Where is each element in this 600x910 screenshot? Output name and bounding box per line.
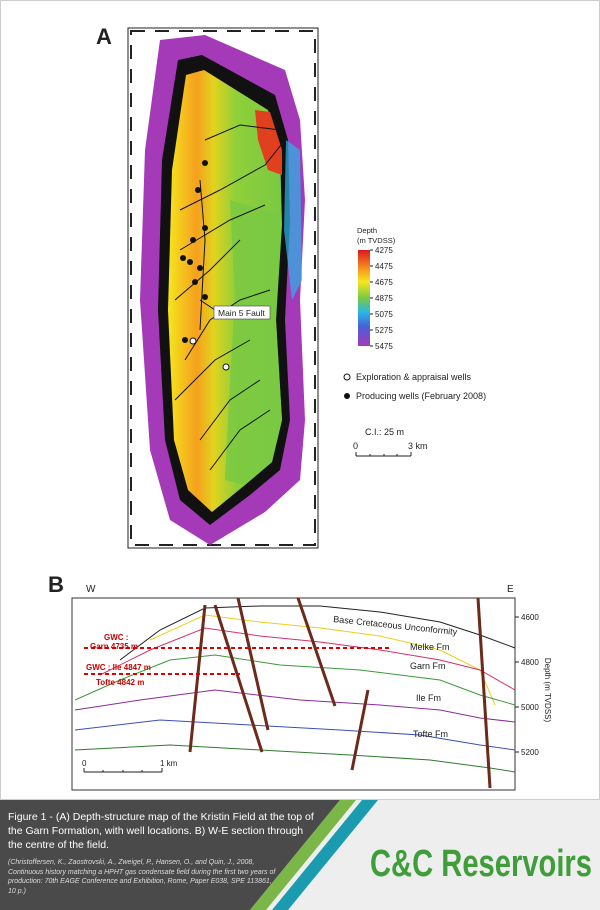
section-faults — [188, 597, 492, 789]
label-box — [213, 305, 271, 320]
tick-label: 4600 — [521, 613, 539, 622]
contour-interval: C.I.: 25 m — [365, 427, 404, 437]
fault-label: Main 5 Fault — [218, 308, 265, 318]
map-crest — [255, 110, 282, 175]
stripe — [272, 800, 378, 910]
tick-label: 5275 — [375, 326, 393, 335]
gwc-label: Tofte 4842 m — [96, 678, 144, 687]
tick-label: 4275 — [375, 246, 393, 255]
citation: (Christoffersen, K., Zaostrovski, A., Zw… — [8, 859, 276, 895]
legend-symbol — [344, 393, 350, 399]
tick-label: 4475 — [375, 262, 393, 271]
legend-title: Depth — [357, 226, 377, 235]
legend-symbol — [343, 373, 351, 381]
map-edge — [284, 140, 302, 300]
tick-label: 4800 — [521, 658, 539, 667]
formation-label: Garn Fm — [410, 661, 446, 671]
scale-bar — [83, 768, 163, 773]
formation-label: Ile Fm — [416, 693, 441, 703]
tick-label: 5475 — [375, 342, 393, 351]
legend-entry: Producing wells (February 2008) — [356, 391, 486, 401]
caption-box — [0, 800, 340, 910]
tick-label: 4875 — [375, 294, 393, 303]
scale-label: 1 km — [160, 759, 178, 768]
scale-label: 0 — [82, 759, 87, 768]
panel-label: A — [96, 24, 112, 49]
formation-label: Melke Fm — [410, 642, 450, 652]
scale-label: 0 — [353, 441, 358, 451]
scale-label: 3 km — [408, 441, 428, 451]
color-bar — [358, 250, 370, 346]
gwc-label: GWC : Ile 4847 m — [86, 663, 151, 672]
tick-label: 5000 — [521, 703, 539, 712]
west-label: W — [86, 584, 96, 595]
tick-label: 4675 — [375, 278, 393, 287]
exploration-wells — [189, 337, 230, 371]
section-frame — [71, 597, 516, 791]
caption: Figure 1 - (A) Depth-structure map of th… — [8, 811, 314, 851]
stripe — [250, 800, 356, 910]
faults — [174, 124, 286, 471]
gwc-label: Garn 4735 m — [90, 642, 138, 651]
producing-wells — [180, 160, 208, 343]
tick-label: 5200 — [521, 748, 539, 757]
logo: C&C Reservoirs — [370, 843, 592, 885]
panel-label: B — [48, 572, 64, 597]
map-flank — [225, 200, 282, 485]
formation-label: Tofte Fm — [413, 729, 448, 739]
axis-label: Depth (m TVDSS) — [543, 658, 552, 723]
gwc-label: GWC : — [104, 633, 128, 642]
tick-label: 5075 — [375, 310, 393, 319]
legend-entry: Exploration & appraisal wells — [356, 372, 472, 382]
east-label: E — [507, 584, 514, 595]
legend-unit: (m TVDSS) — [357, 236, 396, 245]
map-frame-ticks — [130, 30, 316, 546]
scale-bar — [355, 452, 412, 457]
